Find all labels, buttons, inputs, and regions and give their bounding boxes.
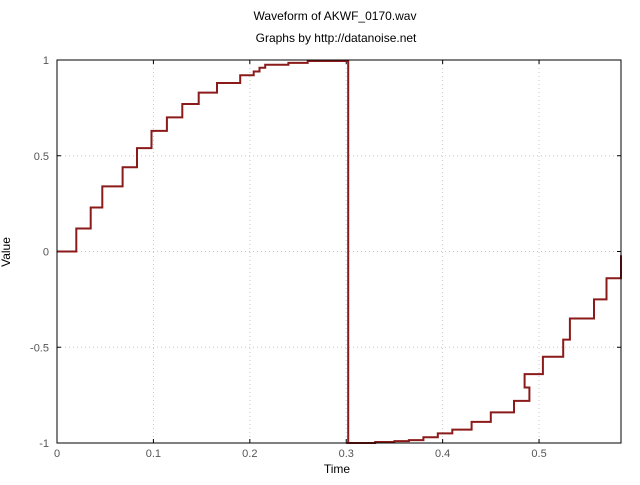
x-tick-label: 0.1: [146, 448, 161, 460]
y-tick-label: -0.5: [30, 342, 49, 354]
y-tick-label: 1: [43, 55, 49, 67]
y-axis-label: Value: [0, 237, 13, 267]
x-tick-label: 0: [54, 448, 60, 460]
plot-frame: [56, 59, 622, 444]
axis-ticks: 0 0.1 0.2 0.3 0.4 0.5 1 0.5 0 -0.5 -1: [30, 55, 621, 460]
x-tick-label: 0.2: [242, 448, 257, 460]
x-tick-label: 0.4: [435, 448, 450, 460]
y-tick-label: 0.5: [34, 151, 49, 163]
x-axis-label: Time: [324, 462, 351, 476]
x-tick-label: 0.5: [531, 448, 546, 460]
y-tick-label: 0: [43, 247, 49, 259]
x-tick-label: 0.3: [339, 448, 354, 460]
grid-lines: [57, 60, 621, 443]
y-tick-label: -1: [39, 438, 49, 450]
chart-subtitle: Graphs by http://datanoise.net: [256, 31, 417, 45]
chart-title: Waveform of AKWF_0170.wav: [254, 9, 417, 23]
